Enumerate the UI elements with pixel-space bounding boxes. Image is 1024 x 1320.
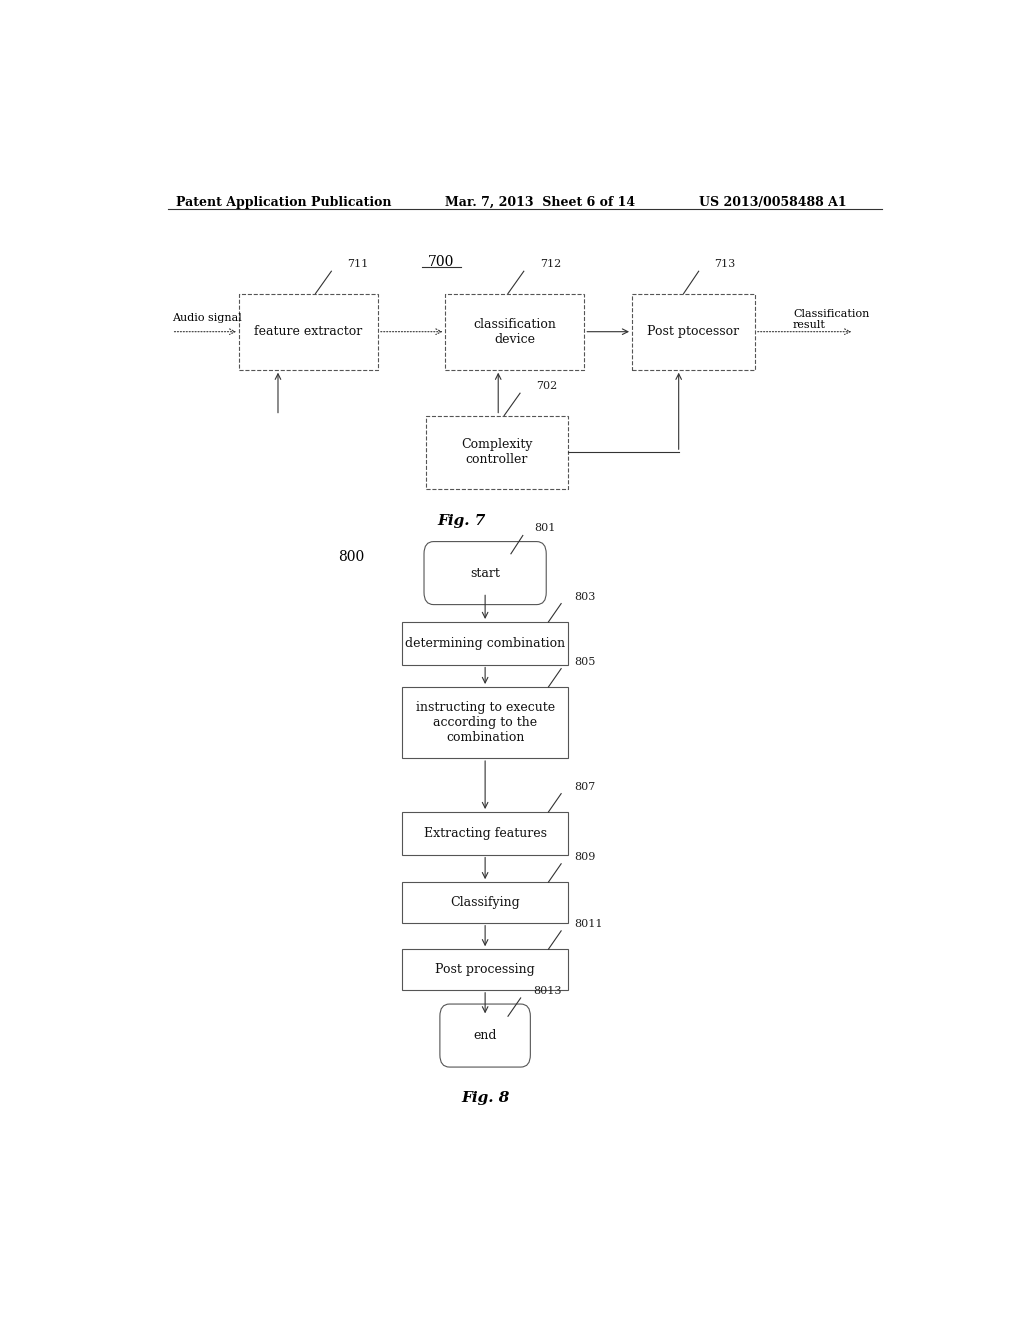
Text: Post ptocessor: Post ptocessor — [647, 325, 739, 338]
Text: Patent Application Publication: Patent Application Publication — [176, 195, 391, 209]
Text: Fig. 7: Fig. 7 — [437, 515, 485, 528]
Bar — [401, 686, 568, 758]
Text: 713: 713 — [714, 259, 735, 269]
Bar — [401, 882, 568, 923]
FancyBboxPatch shape — [440, 1005, 530, 1067]
Bar — [401, 812, 568, 854]
Text: start: start — [470, 566, 500, 579]
Text: Extracting features: Extracting features — [424, 826, 547, 840]
Bar — [401, 622, 568, 664]
Text: feature extractor: feature extractor — [254, 325, 362, 338]
Text: instructing to execute
according to the
combination: instructing to execute according to the … — [416, 701, 555, 744]
Text: 809: 809 — [573, 851, 595, 862]
FancyBboxPatch shape — [424, 541, 546, 605]
Bar — [426, 416, 568, 488]
Bar — [401, 949, 568, 990]
Text: 805: 805 — [573, 656, 595, 667]
Text: 801: 801 — [535, 524, 556, 533]
Text: determining combination: determining combination — [406, 636, 565, 649]
Text: 800: 800 — [338, 549, 365, 564]
Text: Fig. 8: Fig. 8 — [461, 1092, 509, 1105]
Bar — [240, 293, 378, 370]
Text: 8013: 8013 — [534, 986, 562, 995]
Text: 702: 702 — [536, 381, 557, 391]
Text: classification
device: classification device — [473, 318, 556, 346]
Text: Complexity
controller: Complexity controller — [461, 438, 532, 466]
Text: Mar. 7, 2013  Sheet 6 of 14: Mar. 7, 2013 Sheet 6 of 14 — [445, 195, 636, 209]
Text: 711: 711 — [347, 259, 369, 269]
Text: end: end — [473, 1030, 497, 1041]
Text: 8011: 8011 — [573, 919, 602, 929]
Text: Classification
result: Classification result — [793, 309, 869, 330]
Text: 803: 803 — [573, 591, 595, 602]
Text: 712: 712 — [540, 259, 561, 269]
Bar — [632, 293, 755, 370]
Text: Audio signal: Audio signal — [172, 313, 242, 323]
Bar — [445, 293, 585, 370]
Text: Classifying: Classifying — [451, 896, 520, 909]
Text: 807: 807 — [573, 781, 595, 792]
Text: Post processing: Post processing — [435, 964, 535, 975]
Text: US 2013/0058488 A1: US 2013/0058488 A1 — [699, 195, 847, 209]
Text: 700: 700 — [428, 255, 455, 269]
